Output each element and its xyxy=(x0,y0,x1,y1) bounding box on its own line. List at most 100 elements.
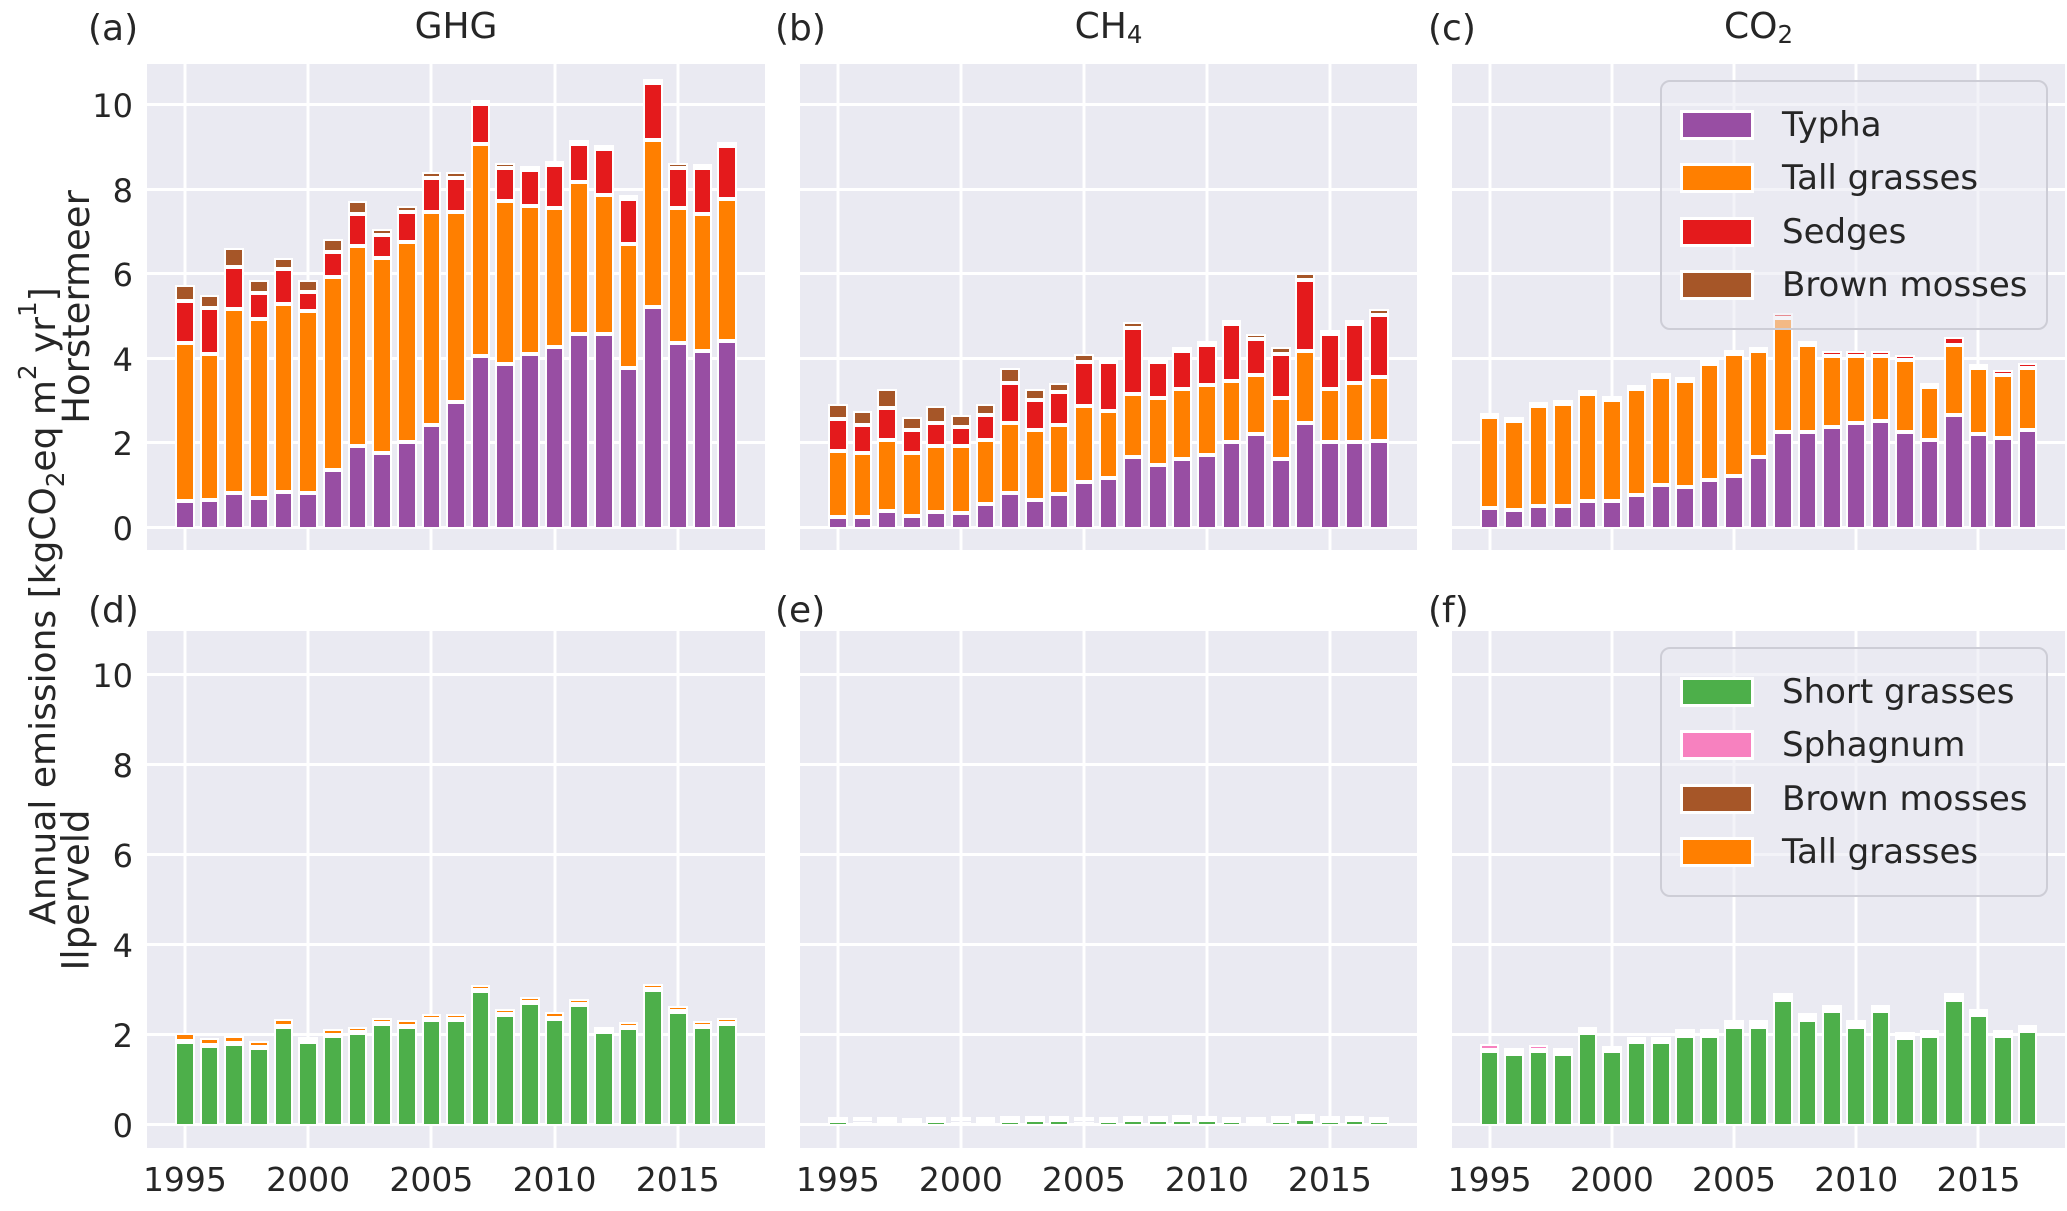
bar-2009-tall-grasses xyxy=(1172,389,1193,460)
bar-1995-typha xyxy=(175,501,195,529)
bar-2005-typha xyxy=(1724,476,1744,529)
bar-2003-tall-grasses xyxy=(372,258,392,453)
bar-2011-tall-grasses xyxy=(569,182,590,335)
bar-2014-typha xyxy=(643,307,663,529)
x-tick-label-d-1995: 1995 xyxy=(142,1160,227,1199)
bar-2015-tall-grasses xyxy=(1320,389,1340,443)
panel-c-co2-horstermeer: Typha Tall grasses Sedges Brown mosses xyxy=(1452,64,2065,550)
bar-2002-short-grasses xyxy=(1000,1120,1020,1126)
bar-2003-typha xyxy=(372,452,392,529)
bar-2006-sedges xyxy=(1748,347,1769,352)
bar-2016-sphagnum xyxy=(1344,1115,1365,1120)
bar-1997-typha xyxy=(1528,505,1549,529)
bar-2000-sedges xyxy=(298,292,318,312)
x-tick-label-f-2000: 2000 xyxy=(1569,1160,1654,1199)
x-tick-label-f-2005: 2005 xyxy=(1692,1160,1777,1199)
bar-2015-typha xyxy=(1968,433,1989,529)
bar-1997-tall-grasses xyxy=(877,440,897,511)
bar-2006-typha xyxy=(446,402,466,529)
bar-2004-sedges xyxy=(1049,391,1070,426)
bar-2004-short-grasses xyxy=(1699,1035,1720,1126)
bar-2003-tall-grasses xyxy=(1675,380,1695,487)
bar-2000-sedges xyxy=(951,427,971,447)
bar-2013-sedges xyxy=(1270,353,1291,398)
bar-2007-short-grasses xyxy=(1773,999,1793,1126)
bar-1999-typha xyxy=(1577,501,1598,529)
bar-2017-short-grasses xyxy=(717,1024,737,1126)
bar-2004-short-grasses xyxy=(396,1026,417,1126)
x-tick-label-e-2015: 2015 xyxy=(1287,1160,1372,1199)
bar-2001-sphagnum xyxy=(1626,1036,1647,1041)
bar-2011-sedges xyxy=(1870,351,1891,356)
gridline-y-2 xyxy=(800,1032,1417,1036)
legend-label-short-grasses: Short grasses xyxy=(1782,672,2015,713)
bar-2007-short-grasses xyxy=(470,990,491,1126)
bar-2001-sedges xyxy=(322,252,343,278)
bar-2011-typha xyxy=(1221,442,1242,529)
bar-2005-brown-mosses xyxy=(421,171,442,179)
bar-1995-tall-grasses xyxy=(175,342,195,502)
legend-label-tall-grasses: Tall grasses xyxy=(1782,158,1979,199)
bar-2002-typha xyxy=(347,446,368,529)
bar-2013-tall-grasses xyxy=(1919,387,1940,441)
panel-f-co2-ilperveld: Short grasses Sphagnum Brown mosses Tall gr… xyxy=(1452,631,2065,1148)
x-tick-label-d-2015: 2015 xyxy=(635,1160,720,1199)
bar-1996-short-grasses xyxy=(852,1121,873,1126)
bar-2012-sedges xyxy=(593,148,614,196)
bar-2008-sedges xyxy=(1147,361,1168,398)
bar-2009-typha xyxy=(520,353,540,529)
bar-1996-sedges xyxy=(199,307,220,355)
bar-2004-typha xyxy=(396,442,417,529)
bar-2006-tall-grasses xyxy=(446,1013,466,1019)
bar-2003-tall-grasses xyxy=(372,1017,392,1024)
panel-letter-d: (d) xyxy=(88,590,139,631)
bar-2007-tall-grasses xyxy=(470,144,491,356)
bar-2002-typha xyxy=(1000,492,1020,529)
bar-2001-typha xyxy=(975,504,996,529)
bar-2000-typha xyxy=(951,512,971,529)
bar-2013-short-grasses xyxy=(1270,1120,1291,1126)
bar-2009-typha xyxy=(1822,427,1842,529)
bar-2011-typha xyxy=(569,334,590,529)
bar-2002-sphagnum xyxy=(1650,1036,1671,1041)
bar-2007-tall-grasses xyxy=(1123,393,1143,458)
bar-1995-sphagnum xyxy=(828,1116,848,1121)
bar-2010-brown-mosses xyxy=(1197,340,1217,346)
bar-2000-typha xyxy=(298,492,318,529)
bar-2013-typha xyxy=(618,368,639,529)
bar-2005-sedges xyxy=(421,178,442,212)
bar-2008-short-grasses xyxy=(495,1015,516,1126)
bar-2005-sedges xyxy=(1724,349,1744,354)
gridline-y-8 xyxy=(800,187,1417,191)
bar-2001-short-grasses xyxy=(975,1121,996,1126)
bar-2006-tall-grasses xyxy=(446,211,466,403)
bar-2001-brown-mosses xyxy=(322,239,343,253)
bar-2003-short-grasses xyxy=(372,1024,392,1126)
gridline-x-1995 xyxy=(183,631,187,1148)
bar-1996-sphagnum xyxy=(852,1117,873,1122)
bar-2004-tall-grasses xyxy=(1049,425,1070,494)
legend-horstermeer: Typha Tall grasses Sedges Brown mosses xyxy=(1660,80,2048,330)
bar-2000-brown-mosses xyxy=(298,279,318,293)
bar-2007-typha xyxy=(1123,457,1143,529)
bar-2016-short-grasses xyxy=(1344,1120,1365,1126)
bar-2006-brown-mosses xyxy=(446,171,466,179)
bar-2015-tall-grasses xyxy=(667,207,688,343)
bar-2003-typha xyxy=(1675,486,1695,529)
gridline-x-2005 xyxy=(1082,631,1086,1148)
bar-2008-sphagnum xyxy=(1147,1115,1168,1120)
bar-1995-typha xyxy=(828,517,848,529)
bar-2002-tall-grasses xyxy=(347,1026,368,1033)
bar-2015-sedges xyxy=(1968,364,1989,369)
bar-2016-tall-grasses xyxy=(692,214,713,352)
bar-2009-short-grasses xyxy=(1172,1119,1193,1126)
bar-2011-short-grasses xyxy=(1870,1010,1891,1126)
bar-1999-tall-grasses xyxy=(926,446,947,512)
bar-2000-short-grasses xyxy=(298,1042,318,1126)
bar-2013-tall-grasses xyxy=(618,1022,639,1027)
bar-2006-typha xyxy=(1098,478,1119,529)
bar-2002-tall-grasses xyxy=(1000,423,1020,493)
bar-1999-short-grasses xyxy=(273,1026,294,1126)
bar-2012-tall-grasses xyxy=(1246,374,1266,434)
bar-2001-tall-grasses xyxy=(975,440,996,505)
